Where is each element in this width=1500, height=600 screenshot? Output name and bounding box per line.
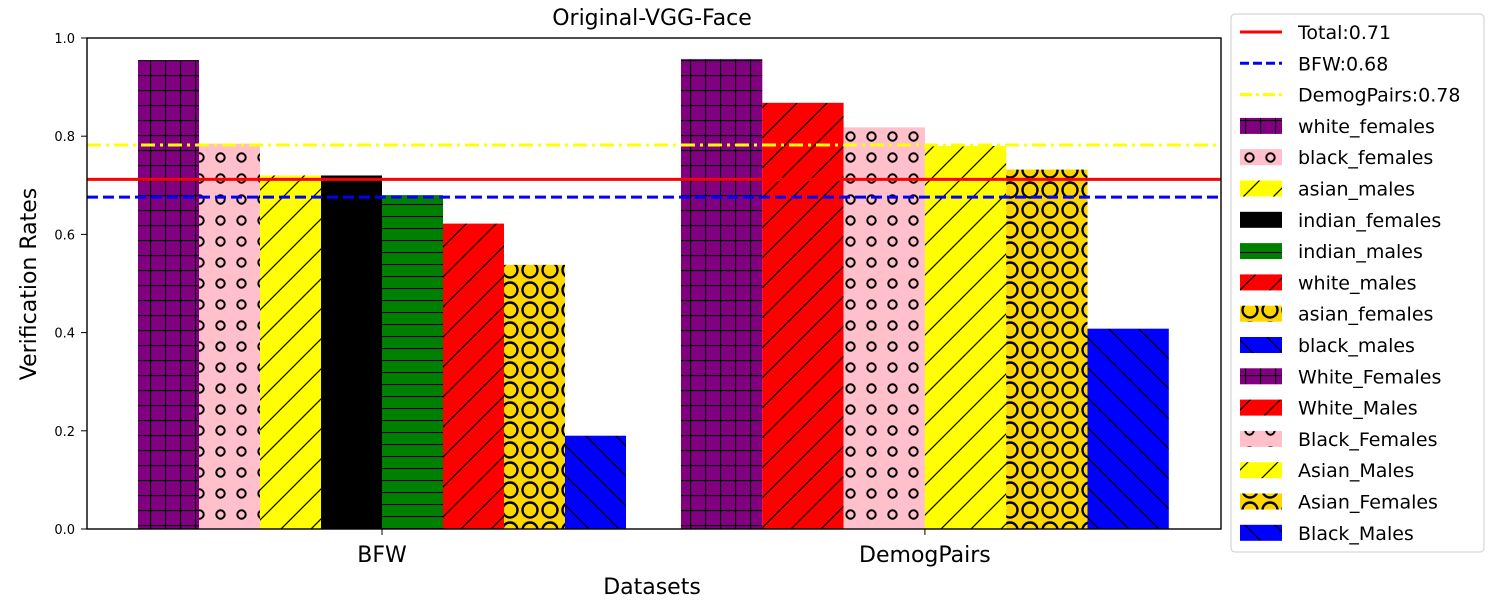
x-axis-label: Datasets	[603, 575, 701, 600]
legend-item-white-females: White_Females	[1240, 366, 1441, 388]
y-axis-label: Verification Rates	[17, 188, 42, 381]
legend-item-bfw-0-68: BFW:0.68	[1240, 53, 1388, 75]
legend-label: white_males	[1298, 272, 1417, 294]
legend-label: black_males	[1298, 335, 1415, 357]
legend-patch-swatch	[1240, 211, 1282, 228]
bar-bfw-black-females	[199, 143, 260, 529]
legend-patch-swatch	[1240, 274, 1282, 291]
bar-bfw-indian-females	[321, 175, 382, 530]
bar-bfw-black-males	[565, 435, 626, 529]
legend-item-demogpairs-0-78: DemogPairs:0.78	[1240, 85, 1460, 107]
y-tick-label: 1.0	[54, 32, 75, 47]
legend-patch-swatch	[1240, 493, 1282, 510]
legend-item-white-males: White_Males	[1240, 398, 1418, 420]
plot-frame	[86, 37, 1222, 530]
x-tick-label-bfw: BFW	[357, 543, 407, 568]
bar-demogpairs-asian-males	[924, 146, 1007, 529]
legend: Total:0.71 BFW:0.68 DemogPairs:0.78 white_f…	[1230, 13, 1485, 553]
y-tick-label: 0.6	[54, 228, 75, 243]
legend-item-indian-males: indian_males	[1240, 241, 1423, 263]
legend-label: indian_males	[1298, 241, 1423, 263]
legend-item-white-females: white_females	[1240, 116, 1435, 138]
axes: BFW DemogPairs 0.0 0.2 0.4 0.6 0.8 1.0	[54, 32, 1222, 568]
legend-label: White_Females	[1298, 366, 1441, 388]
legend-label: asian_females	[1298, 304, 1433, 326]
bar-demogpairs-black-females	[843, 127, 925, 529]
bar-bfw-indian-males	[382, 195, 443, 529]
legend-box	[1230, 13, 1485, 553]
legend-label: indian_females	[1298, 210, 1441, 232]
legend-item-asian-males: asian_males	[1240, 179, 1415, 201]
legend-patch-swatch	[1240, 462, 1282, 479]
bar-bfw-asian-females	[504, 264, 565, 529]
legend-item-black-females: black_females	[1240, 147, 1433, 169]
bar-bfw-asian-males	[260, 175, 321, 530]
legend-item-black-males: Black_Males	[1240, 523, 1414, 545]
legend-patch-swatch	[1240, 399, 1282, 416]
legend-patch-swatch	[1240, 243, 1282, 260]
legend-patch-swatch	[1240, 117, 1282, 134]
legend-item-total-0-71: Total:0.71	[1240, 22, 1391, 44]
bar-bfw-white-females	[138, 60, 199, 529]
bar-demogpairs-black-males	[1087, 328, 1169, 529]
y-tick-label: 0.8	[54, 130, 75, 145]
legend-patch-swatch	[1240, 305, 1282, 322]
bar-demogpairs-asian-females	[1006, 169, 1088, 529]
legend-label: Black_Females	[1298, 429, 1438, 451]
legend-label: Black_Males	[1298, 523, 1414, 545]
bars-layer	[138, 59, 1169, 530]
legend-item-asian-females: Asian_Females	[1240, 492, 1438, 514]
legend-patch-swatch	[1240, 180, 1282, 197]
legend-label: black_females	[1298, 147, 1433, 169]
legend-item-indian-females: indian_females	[1240, 210, 1441, 232]
bar-bfw-white-males	[443, 223, 504, 529]
legend-item-black-males: black_males	[1240, 335, 1415, 357]
x-tick-label-demogpairs: DemogPairs	[859, 543, 991, 568]
legend-patch-swatch	[1240, 524, 1282, 541]
legend-item-asian-females: asian_females	[1240, 304, 1433, 326]
legend-label: asian_males	[1298, 179, 1415, 201]
bar-demogpairs-white-males	[762, 102, 844, 529]
legend-label: Asian_Females	[1298, 492, 1438, 514]
legend-patch-swatch	[1240, 149, 1282, 166]
legend-item-black-females: Black_Females	[1240, 429, 1438, 451]
legend-label: White_Males	[1298, 398, 1418, 420]
y-tick-label: 0.0	[54, 523, 75, 538]
bar-demogpairs-white-females	[681, 59, 763, 529]
legend-item-white-males: white_males	[1240, 272, 1417, 294]
legend-item-asian-males: Asian_Males	[1240, 460, 1414, 482]
reference-lines	[87, 143, 1221, 199]
legend-patch-swatch	[1240, 368, 1282, 385]
legend-patch-swatch	[1240, 337, 1282, 353]
y-tick-label: 0.4	[54, 327, 75, 342]
chart-title: Original-VGG-Face	[552, 6, 752, 31]
legend-label: DemogPairs:0.78	[1298, 85, 1460, 107]
legend-label: Total:0.71	[1297, 22, 1391, 44]
bar-group-demogpairs	[681, 59, 1169, 529]
legend-label: BFW:0.68	[1298, 53, 1388, 75]
y-tick-label: 0.2	[54, 425, 75, 440]
legend-label: Asian_Males	[1298, 460, 1414, 482]
bar-group-bfw	[138, 60, 626, 530]
legend-patch-swatch	[1240, 430, 1282, 447]
legend-label: white_females	[1298, 116, 1435, 138]
